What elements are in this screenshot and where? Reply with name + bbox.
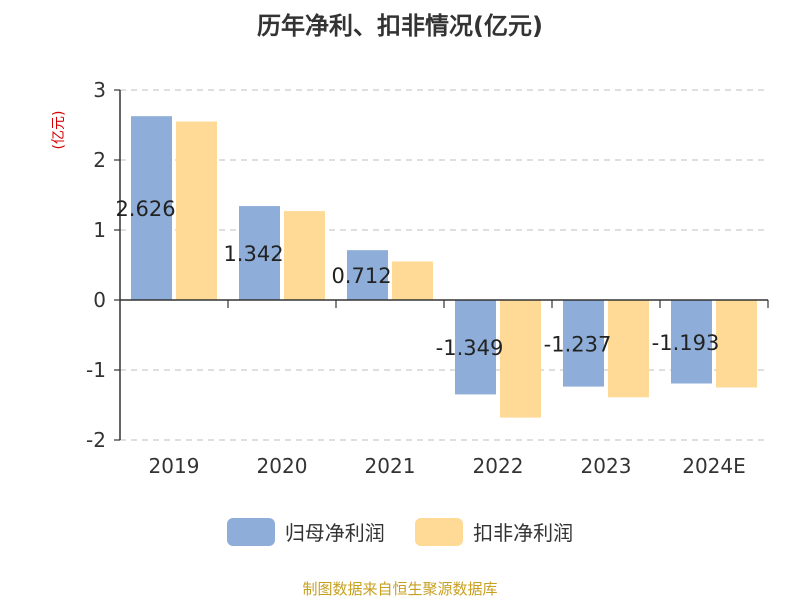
bar bbox=[455, 300, 496, 395]
y-tick-label: -1 bbox=[86, 358, 106, 382]
y-tick-label: 3 bbox=[93, 78, 106, 102]
y-tick-label: 2 bbox=[93, 148, 106, 172]
bar bbox=[284, 211, 325, 300]
legend-label-deducted-profit: 扣非净利润 bbox=[473, 521, 574, 545]
legend: 归母净利润 扣非净利润 bbox=[0, 517, 800, 551]
data-label: -1.237 bbox=[544, 332, 612, 356]
legend-item-net-profit[interactable]: 归母净利润 bbox=[226, 517, 385, 546]
y-tick-label: 0 bbox=[93, 288, 106, 312]
x-tick-label: 2020 bbox=[257, 454, 308, 478]
bar bbox=[176, 121, 217, 300]
y-tick-label: -2 bbox=[86, 428, 106, 452]
data-label: 1.342 bbox=[223, 242, 283, 266]
legend-item-deducted-profit[interactable]: 扣非净利润 bbox=[415, 517, 573, 546]
bar bbox=[563, 300, 604, 387]
x-tick-label: 2024E bbox=[682, 454, 746, 478]
bar bbox=[671, 300, 712, 384]
data-label: -1.193 bbox=[652, 331, 720, 355]
bar bbox=[131, 116, 172, 301]
x-tick-label: 2022 bbox=[473, 454, 524, 478]
bar bbox=[239, 206, 280, 300]
bar bbox=[392, 261, 433, 300]
bar bbox=[608, 300, 649, 398]
legend-swatch-net-profit bbox=[226, 517, 275, 546]
legend-label-net-profit: 归母净利润 bbox=[284, 521, 385, 545]
bar bbox=[716, 300, 757, 388]
y-tick-label: 1 bbox=[93, 218, 106, 242]
legend-swatch-deducted-profit bbox=[415, 517, 464, 546]
bar bbox=[500, 300, 541, 418]
bar bbox=[347, 250, 388, 300]
x-tick-label: 2023 bbox=[581, 454, 632, 478]
data-label: -1.349 bbox=[436, 336, 504, 360]
data-label: 2.626 bbox=[115, 197, 175, 221]
chart-title: 历年净利、扣非情况(亿元) bbox=[257, 12, 543, 40]
x-tick-label: 2019 bbox=[149, 454, 200, 478]
x-tick-label: 2021 bbox=[365, 454, 416, 478]
data-label: 0.712 bbox=[331, 264, 391, 288]
data-source-note: 制图数据来自恒生聚源数据库 bbox=[302, 580, 498, 598]
